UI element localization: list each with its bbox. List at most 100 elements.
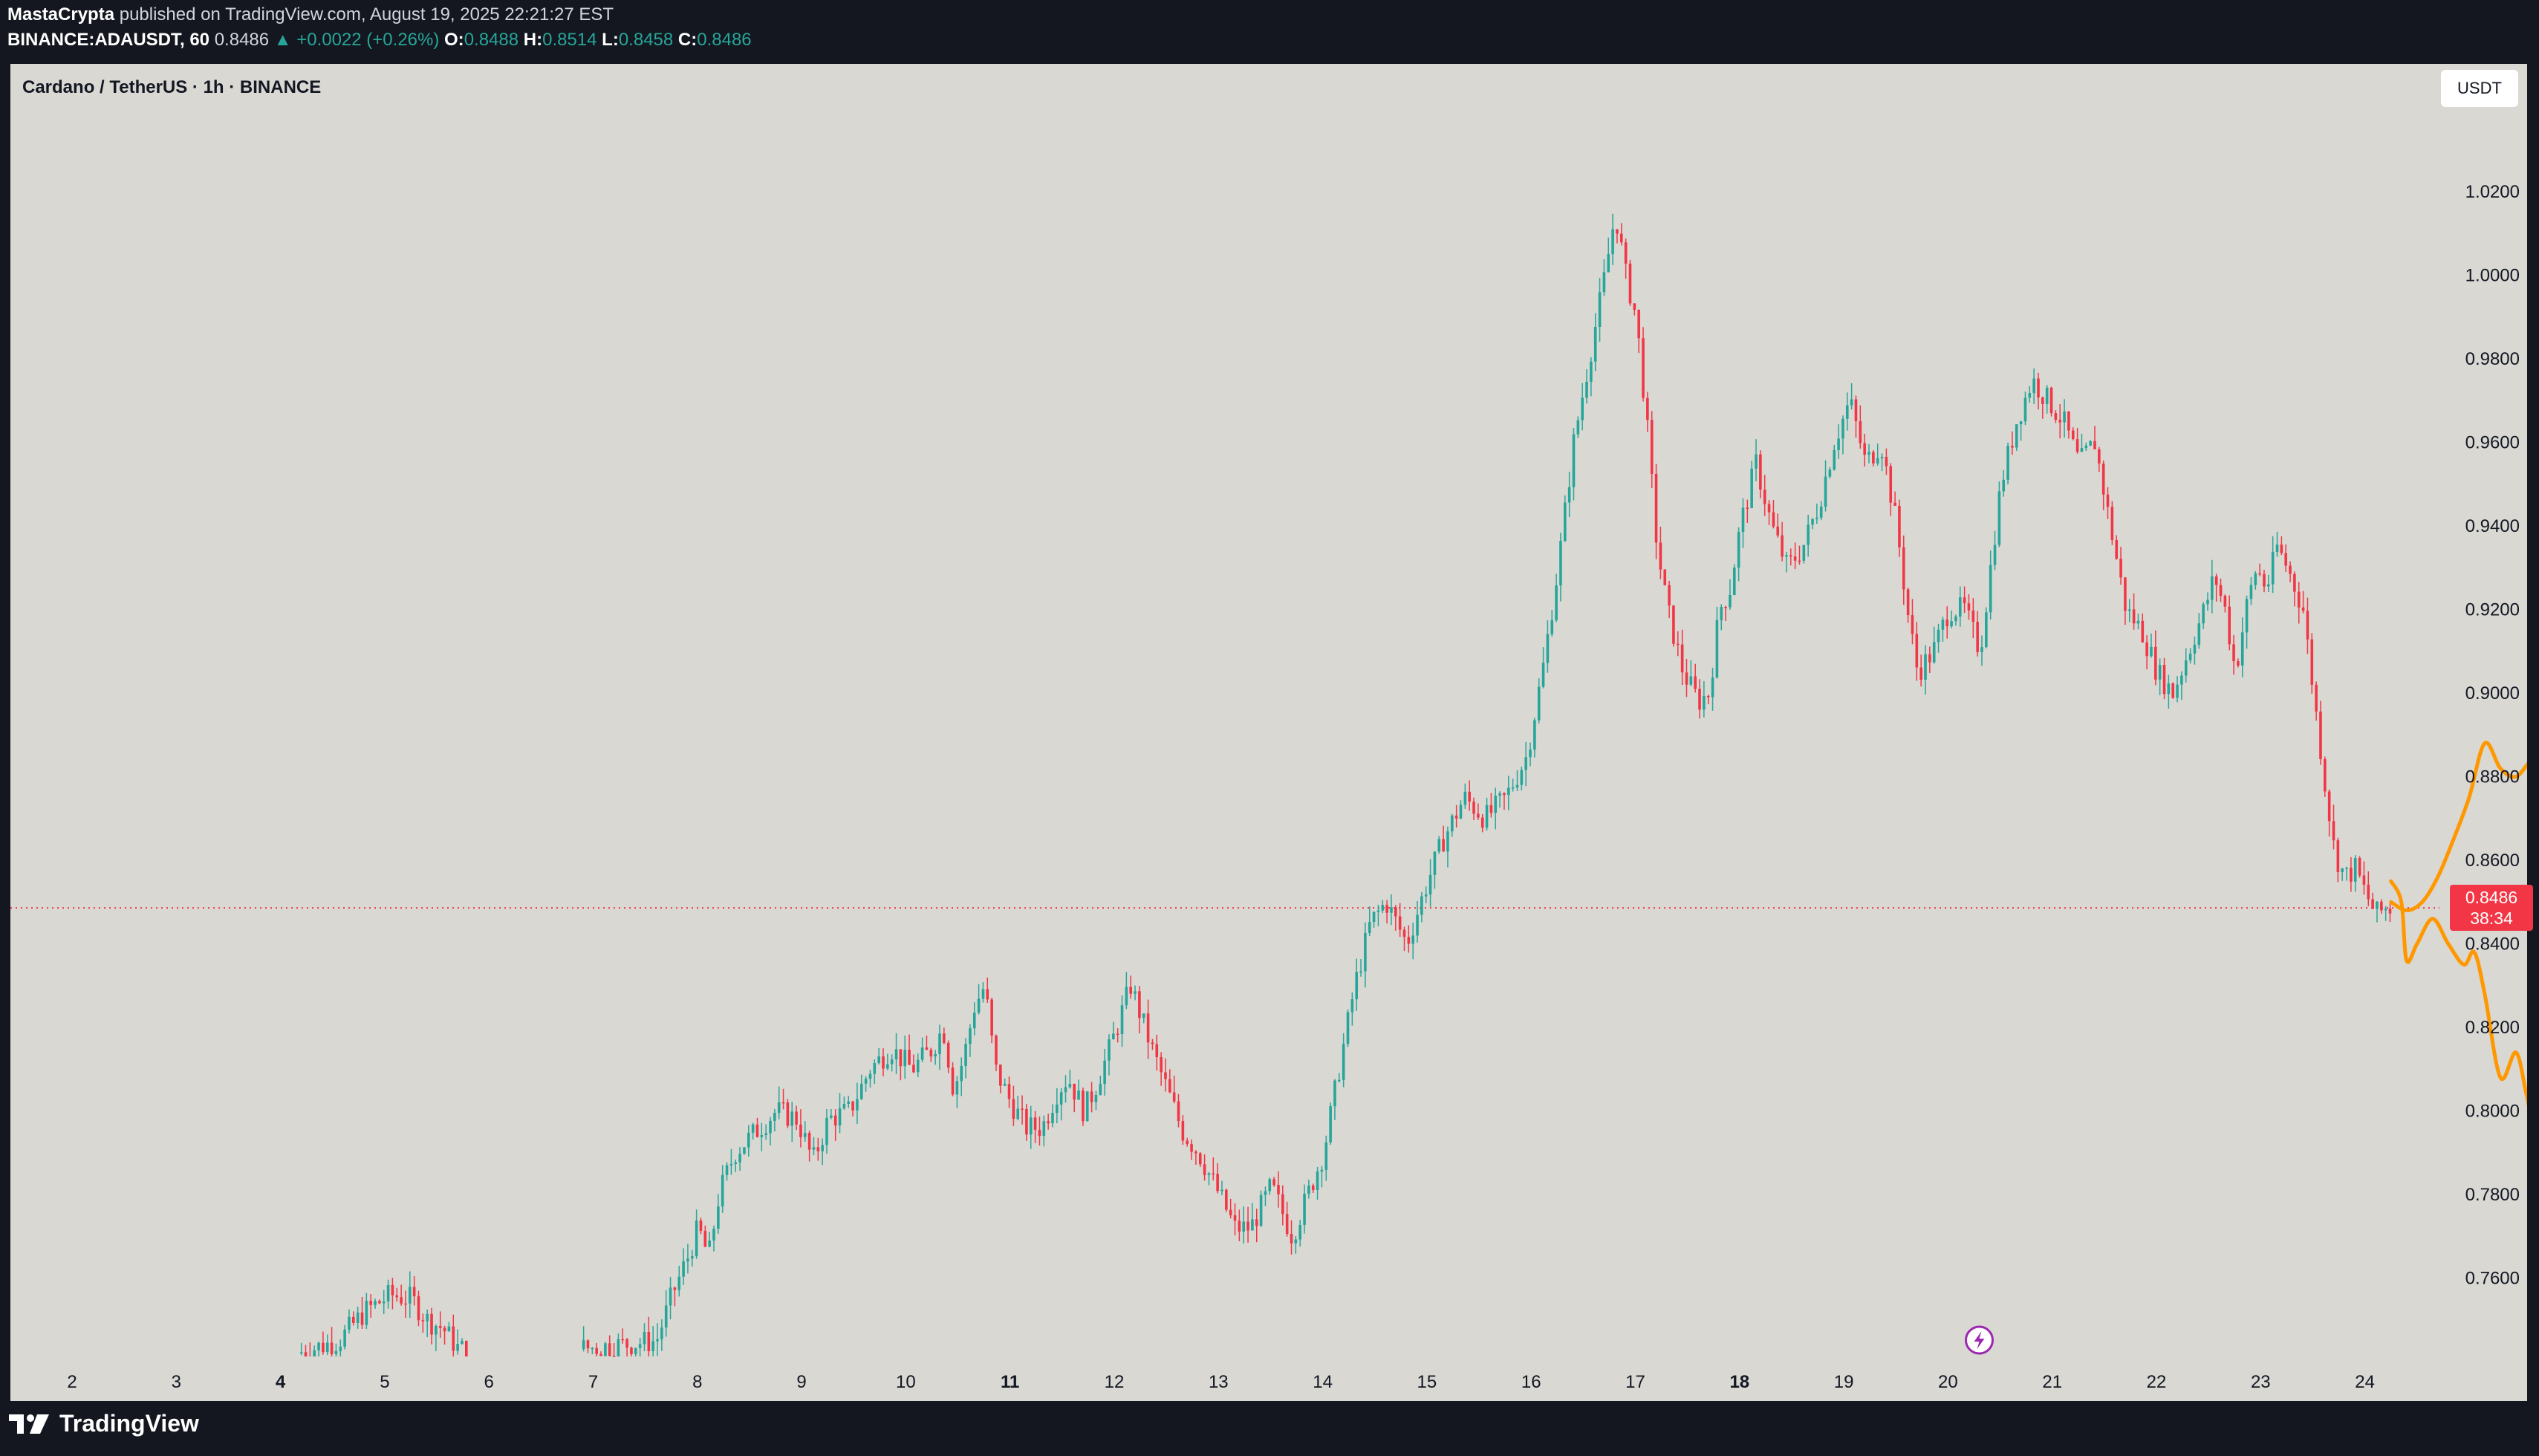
y-tick-label: 0.8000	[2465, 1102, 2520, 1122]
candle-body	[929, 1050, 933, 1057]
candle-body	[729, 1164, 733, 1166]
author-name[interactable]: MastaCrypta	[7, 4, 115, 25]
candle-body	[1160, 1056, 1163, 1073]
candle-body	[1963, 597, 1966, 604]
candle-body	[1172, 1092, 1176, 1102]
candle-body	[1029, 1117, 1033, 1135]
candle-body	[838, 1108, 842, 1126]
symbol-label[interactable]: BINANCE:ADAUSDT, 60	[7, 30, 210, 50]
candle-body	[1103, 1060, 1106, 1085]
candle-body	[943, 1033, 946, 1043]
x-tick-label: 19	[1834, 1372, 1854, 1392]
candle-body	[2301, 607, 2305, 611]
tradingview-logo-icon	[9, 1414, 49, 1434]
candle-body	[1576, 420, 1580, 435]
brand-name: TradingView	[59, 1410, 199, 1437]
candle-body	[1885, 456, 1888, 467]
candle-body	[1085, 1091, 1089, 1122]
candle-body	[1120, 1005, 1124, 1034]
chart-pane[interactable]: 1.0200 1.0000 0.9800 0.9600 0.9400 0.9200 0.90…	[10, 64, 2533, 1401]
candle-body	[2315, 684, 2318, 712]
candle-body	[699, 1221, 703, 1231]
candle-body	[2367, 884, 2370, 900]
candle-body	[1650, 420, 1654, 474]
candle-body	[2280, 545, 2283, 553]
candle-body	[972, 1013, 976, 1029]
candle-body	[1190, 1144, 1193, 1152]
candle-body	[1146, 1013, 1150, 1043]
candle-body	[2327, 791, 2331, 822]
candle-body	[1477, 813, 1480, 818]
candle-body	[1051, 1113, 1054, 1124]
candle-body	[925, 1047, 929, 1050]
candle-body	[2332, 821, 2335, 841]
candle-body	[1919, 667, 1922, 680]
candle-body	[734, 1162, 738, 1165]
candle-body	[2124, 577, 2127, 611]
candle-body	[348, 1316, 351, 1330]
candle-body	[1798, 560, 1801, 562]
candle-body	[1941, 620, 1945, 630]
candle-body	[899, 1049, 903, 1067]
candle-body	[430, 1313, 433, 1335]
candle-body	[1593, 326, 1597, 362]
y-tick-label: 0.8600	[2465, 851, 2520, 871]
candle-body	[1815, 517, 1818, 519]
candle-body	[864, 1079, 868, 1084]
candle-body	[1112, 1033, 1115, 1040]
projection-path-lower	[2389, 879, 2527, 1107]
currency-button[interactable]: USDT	[2441, 70, 2518, 107]
x-tick-label: 9	[796, 1372, 806, 1392]
candle-body	[1333, 1080, 1336, 1107]
y-tick-label: 0.8200	[2465, 1018, 2520, 1038]
candle-body	[1307, 1185, 1310, 1194]
candle-body	[1807, 524, 1810, 545]
candle-body	[1459, 805, 1463, 819]
candle-body	[1225, 1189, 1228, 1210]
candle-body	[325, 1342, 329, 1353]
candle-body	[382, 1301, 386, 1304]
candle-body	[2188, 653, 2192, 660]
candle-body	[777, 1102, 781, 1114]
candle-body	[2019, 421, 2023, 425]
candle-body	[1694, 676, 1697, 689]
candle-body	[617, 1339, 620, 1356]
candle-body	[1242, 1221, 1246, 1232]
published-text: published on TradingView.com, August 19,…	[119, 4, 614, 25]
candle-body	[1654, 473, 1658, 543]
x-axis: 2 3 4 5 6 7 8 9 10 11 12 13 14 15 16 17 18 19 20 21 22 23 24	[67, 1372, 2375, 1392]
price-chart[interactable]: 1.0200 1.0000 0.9800 0.9600 0.9400 0.9200 0.90…	[10, 64, 2527, 1401]
y-tick-label: 1.0000	[2465, 266, 2520, 286]
x-tick-label: 17	[1625, 1372, 1645, 1392]
candle-body	[2214, 576, 2218, 585]
candle-body	[1390, 907, 1393, 913]
candle-body	[2271, 551, 2275, 585]
candle-body	[1585, 381, 1588, 398]
candle-body	[873, 1063, 877, 1074]
candle-body	[1138, 991, 1141, 1018]
candle-body	[686, 1258, 689, 1261]
candle-body	[1416, 914, 1419, 936]
candle-body	[1520, 770, 1524, 785]
chart-symbol-title[interactable]: Cardano / TetherUS · 1h · BINANCE	[22, 77, 322, 97]
candle-body	[1555, 585, 1558, 620]
candle-body	[1411, 935, 1414, 944]
candle-body	[908, 1050, 911, 1065]
candle-body	[2006, 446, 2009, 480]
candle-body	[1763, 490, 1766, 504]
candle-body	[847, 1101, 851, 1105]
candle-body	[1824, 476, 1827, 507]
candle-body	[1811, 519, 1814, 525]
candle-body	[2084, 445, 2088, 449]
x-tick-label: 22	[2147, 1372, 2167, 1392]
candle-body	[1134, 991, 1137, 994]
candle-body	[1255, 1219, 1258, 1226]
candle-body	[1463, 791, 1467, 805]
bar-countdown: 38:34	[2470, 909, 2513, 929]
candle-body	[2067, 412, 2070, 431]
candle-body	[1233, 1215, 1237, 1221]
candle-body	[1350, 999, 1354, 1013]
tradingview-logo[interactable]: TradingView	[7, 1410, 199, 1437]
candle-body	[1837, 438, 1840, 450]
projection-paths	[2389, 741, 2527, 1107]
